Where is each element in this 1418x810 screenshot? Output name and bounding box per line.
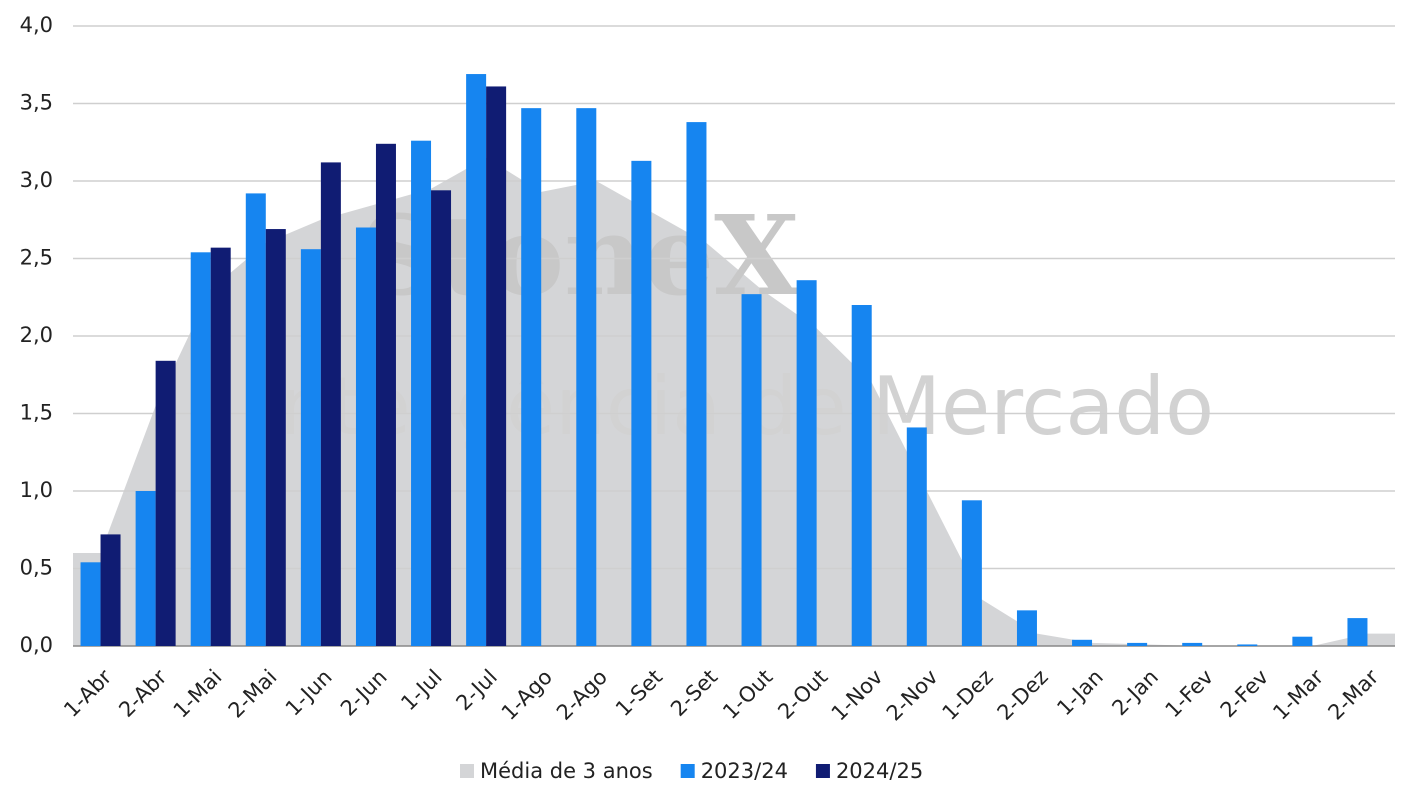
area (73, 157, 1395, 646)
bar (686, 122, 707, 647)
x-tick-label: 1-Out (718, 665, 777, 724)
bar (135, 491, 156, 646)
x-tick-label: 2-Jul (451, 665, 502, 716)
y-tick-label: 1,5 (20, 401, 53, 425)
bar (961, 500, 982, 646)
x-tick-label: 1-Mar (1268, 665, 1328, 725)
y-tick-label: 4,0 (20, 13, 53, 37)
legend-swatch (815, 764, 830, 778)
bar (1347, 618, 1368, 646)
y-tick-label: 3,0 (20, 168, 53, 192)
x-tick-label: 2-Jan (1107, 665, 1162, 720)
x-tick-label: 2-Jun (336, 665, 392, 721)
bar (190, 252, 211, 647)
x-tick-label: 1-Mai (169, 665, 227, 723)
bar (631, 160, 652, 646)
legend-swatch (460, 764, 474, 778)
x-tick-label: 2-Mai (224, 665, 282, 723)
x-tick-label: 2-Out (773, 665, 832, 724)
bar (851, 305, 872, 646)
legend-label: 2023/24 (701, 759, 788, 783)
bar (265, 229, 286, 647)
x-tick-label: 2-Fev (1216, 665, 1273, 722)
bar (521, 108, 542, 646)
bar (355, 227, 376, 646)
x-tick-label: 1-Jan (1052, 665, 1107, 720)
bar (300, 249, 321, 646)
x-tick-label: 2-Ago (552, 665, 612, 725)
bar (741, 294, 762, 646)
x-tick-label: 2-Abr (114, 665, 171, 722)
x-tick-label: 2-Nov (882, 665, 943, 726)
legend-label: Média de 3 anos (480, 759, 653, 783)
y-tick-label: 0,5 (20, 556, 53, 580)
background (73, 157, 1395, 646)
y-tick-label: 2,0 (20, 323, 53, 347)
x-tick-label: 2-Set (666, 665, 722, 721)
bar (796, 280, 817, 646)
y-tick-label: 1,0 (20, 478, 53, 502)
bar (1292, 636, 1313, 646)
legend-label: 2024/25 (836, 759, 923, 783)
bar (906, 427, 927, 646)
x-tick-label: 1-Ago (497, 665, 557, 725)
bar (375, 143, 396, 647)
bar (411, 140, 432, 646)
y-tick-label: 0,0 (20, 633, 53, 657)
x-tick-label: 2-Mar (1323, 665, 1383, 725)
bar (210, 247, 231, 646)
bar (1072, 639, 1093, 646)
bar (1127, 642, 1148, 646)
y-tick-label: 2,5 (20, 246, 53, 270)
bar (431, 190, 452, 647)
bar (1237, 644, 1258, 646)
bar (155, 360, 176, 646)
bar (1182, 642, 1203, 646)
legend-swatch (680, 764, 695, 778)
x-tick-label: 1-Dez (938, 665, 998, 725)
x-tick-label: 2-Dez (993, 665, 1053, 725)
bar (100, 534, 121, 646)
y-tick-label: 3,5 (20, 91, 53, 115)
bar (320, 162, 341, 646)
bar (486, 86, 507, 646)
x-tick-label: 1-Nov (827, 665, 888, 726)
x-tick-label: 1-Abr (59, 665, 116, 722)
bar (466, 74, 487, 647)
bar (80, 562, 101, 646)
x-tick-label: 1-Fev (1161, 665, 1218, 722)
watermark: Inteligência de Mercado (256, 360, 1214, 453)
x-tick-label: 1-Jun (281, 665, 337, 721)
bar (1016, 610, 1037, 646)
x-tick-label: 1-Jul (396, 665, 447, 716)
bar (576, 108, 597, 646)
x-tick-label: 1-Set (611, 665, 667, 721)
bar (245, 193, 266, 646)
